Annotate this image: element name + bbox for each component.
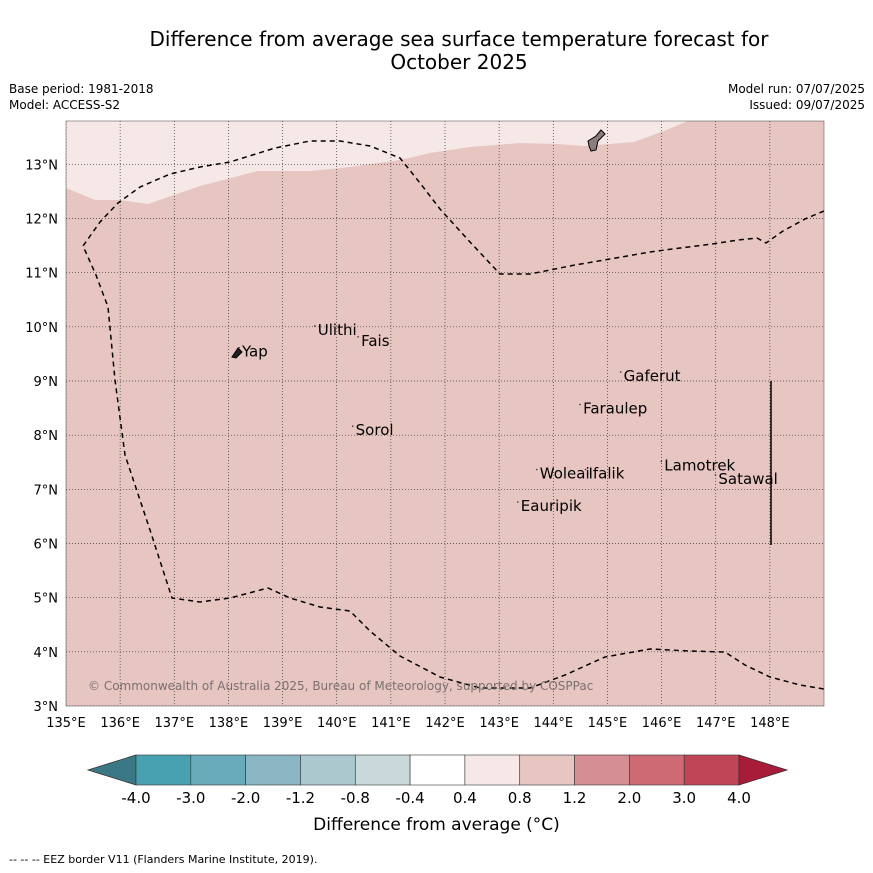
lon-tick-label: 140°E [317,716,357,731]
colorbar-tick-label: 0.8 [508,789,532,807]
colorbar-tick-label: 1.2 [563,789,587,807]
lat-tick-label: 8°N [34,429,59,444]
meta-right: Model run: 07/07/2025 Issued: 09/07/2025 [728,81,865,113]
lat-tick-label: 7°N [34,483,59,498]
lon-tick-label: 144°E [534,716,574,731]
base-period: Base period: 1981-2018 [9,82,154,96]
colorbar-tick-label: 2.0 [617,789,641,807]
eez-footnote: -- -- -- EEZ border V11 (Flanders Marine… [9,853,318,866]
place-label: Woleai [540,465,590,483]
place-label: Lamotrek [664,456,735,474]
place-marker [584,468,587,471]
place-marker [579,403,581,406]
lon-tick-label: 139°E [263,716,303,731]
issued-date: Issued: 09/07/2025 [749,98,865,112]
plot-frame [65,120,825,707]
colorbar-segment [300,754,356,786]
lat-tick-label: 13°N [25,158,58,173]
colorbar-tick-label: 0.4 [453,789,477,807]
place-marker [714,474,717,476]
lon-tick-label: 147°E [696,716,736,731]
place-label: Faraulep [583,400,647,418]
eez-border-main [82,140,824,690]
place-marker [619,371,622,373]
colorbar-segment [135,754,192,786]
place-label: Sorol [356,421,394,439]
colorbar-tick-label: 3.0 [672,789,696,807]
lat-tick-label: 11°N [25,267,58,282]
place-marker [238,346,240,349]
place-label: Satawal [718,470,777,488]
lat-tick-label: 6°N [34,538,59,553]
colorbar-segment [245,754,301,786]
lon-tick-label: 142°E [425,716,465,731]
lat-tick-label: 12°N [25,213,58,228]
colorbar-label: Difference from average (°C) [313,815,560,835]
colorbar-segment [519,754,575,786]
meta-left: Base period: 1981-2018 Model: ACCESS-S2 [9,81,154,113]
place-marker [660,460,663,463]
colorbar-segment [574,754,630,786]
map-axes: 135°E 136°E 137°E 138°E 139°E 140°E 141°E 142°E… [25,158,789,731]
lon-tick-label: 141°E [371,716,411,731]
colorbar-tick-label: -2.0 [231,789,260,807]
sst-band-0-4-0-8 [66,121,688,204]
lon-tick-label: 136°E [100,716,140,731]
lon-tick-label: 135°E [46,716,86,731]
place-label: Ulithi [318,321,357,339]
place-label: Yap [241,343,268,361]
place-marker [351,425,354,427]
colorbar-segment [354,754,411,786]
colorbar-tick-label: -0.8 [341,789,370,807]
colorbar-tick-label: -4.0 [121,789,150,807]
place-marker [535,468,538,471]
lat-tick-label: 9°N [34,375,59,390]
place-label: Ifalik [588,465,624,483]
colorbar-segment [464,754,521,786]
chart-title: Difference from average sea surface temp… [66,28,852,74]
place-marker [517,501,519,503]
title-line-2: October 2025 [390,50,528,74]
place-marker [357,335,359,338]
colorbar-segment [190,754,246,786]
title-line-1: Difference from average sea surface temp… [149,27,769,51]
colorbar-segment [409,754,466,786]
lat-tick-label: 4°N [34,646,59,661]
colorbar-extend-high [738,754,789,786]
lon-tick-label: 148°E [750,716,790,731]
place-label: Eauripik [521,497,582,515]
colorbar-tick-label: 4.0 [727,789,751,807]
lon-tick-label: 146°E [642,716,682,731]
guam-island [587,129,606,152]
lat-tick-label: 10°N [25,321,58,336]
colorbar-extend-low [86,754,137,786]
lon-tick-label: 138°E [209,716,249,731]
graticule [66,121,824,706]
lon-tick-label: 143°E [479,716,519,731]
colorbar-tick-label: -3.0 [176,789,205,807]
colorbar-segment [629,754,685,786]
yap-island [231,347,243,359]
colorbar: -4.0 -3.0 -2.0 -1.2 -0.8 -0.4 0.4 0.8 1.2 2.0 3.0 4… [86,754,789,807]
place-label: Gaferut [624,367,681,385]
place-marker [313,325,316,327]
colorbar-segment [683,754,740,786]
model-run: Model run: 07/07/2025 [727,82,865,96]
colorbar-tick-label: -0.4 [395,789,424,807]
lon-tick-label: 137°E [155,716,195,731]
copyright-text: © Commonwealth of Australia 2025, Bureau… [88,679,593,693]
place-label: Fais [361,332,390,350]
model-name: Model: ACCESS-S2 [9,98,121,112]
lon-tick-label: 145°E [588,716,628,731]
lat-tick-label: 5°N [34,592,59,607]
colorbar-tick-label: -1.2 [286,789,315,807]
lat-tick-label: 3°N [34,700,59,715]
